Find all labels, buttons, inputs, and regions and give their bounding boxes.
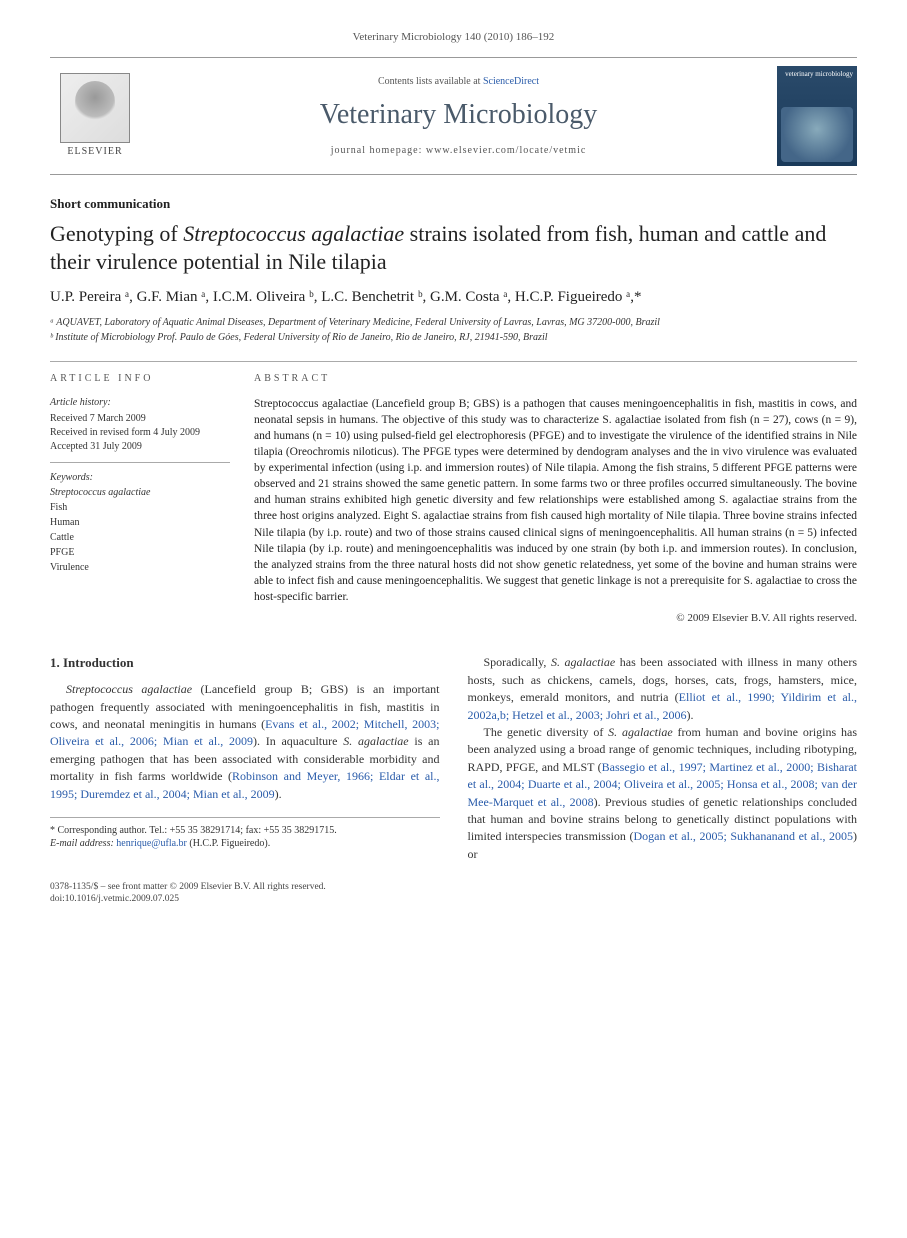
p2-a: Sporadically, <box>484 655 551 669</box>
article-title: Genotyping of Streptococcus agalactiae s… <box>50 220 857 277</box>
journal-cover-thumbnail: veterinary microbiology <box>777 66 857 166</box>
affiliation-b: ᵇ Institute of Microbiology Prof. Paulo … <box>50 331 857 345</box>
corresponding-author: * Corresponding author. Tel.: +55 35 382… <box>50 824 440 838</box>
section-heading-intro: 1. Introduction <box>50 654 440 673</box>
info-abstract-row: ARTICLE INFO Article history: Received 7… <box>50 361 857 627</box>
page-footer: 0378-1135/$ – see front matter © 2009 El… <box>50 881 857 906</box>
affiliation-a: ᵃ AQUAVET, Laboratory of Aquatic Animal … <box>50 316 857 330</box>
p2-species: S. agalactiae <box>551 655 615 669</box>
title-species: Streptococcus agalactiae <box>183 221 404 246</box>
history-received: Received 7 March 2009 <box>50 412 230 426</box>
intro-paragraph-2: Sporadically, S. agalactiae has been ass… <box>468 654 858 724</box>
keyword-4: PFGE <box>50 546 230 560</box>
footnote-block: * Corresponding author. Tel.: +55 35 382… <box>50 817 440 851</box>
journal-homepage-line: journal homepage: www.elsevier.com/locat… <box>152 144 765 158</box>
masthead-center: Contents lists available at ScienceDirec… <box>152 75 765 158</box>
footer-doi: doi:10.1016/j.vetmic.2009.07.025 <box>50 893 857 905</box>
p3-a: The genetic diversity of <box>484 725 609 739</box>
affiliations: ᵃ AQUAVET, Laboratory of Aquatic Animal … <box>50 316 857 345</box>
authors-line: U.P. Pereira ᵃ, G.F. Mian ᵃ, I.C.M. Oliv… <box>50 287 857 308</box>
history-accepted: Accepted 31 July 2009 <box>50 440 230 454</box>
elsevier-tree-icon <box>60 73 130 143</box>
intro-paragraph-1: Streptococcus agalactiae (Lancefield gro… <box>50 681 440 803</box>
keywords-block: Keywords: Streptococcus agalactiae Fish … <box>50 471 230 575</box>
body-columns: 1. Introduction Streptococcus agalactiae… <box>50 654 857 863</box>
cover-thumb-art <box>781 107 853 162</box>
keywords-label: Keywords: <box>50 471 230 485</box>
masthead: ELSEVIER Contents lists available at Sci… <box>50 57 857 175</box>
publisher-logo-block: ELSEVIER <box>50 73 140 159</box>
contents-prefix: Contents lists available at <box>378 76 483 87</box>
p3-ref2[interactable]: Dogan et al., 2005; Sukhananand et al., … <box>633 829 853 843</box>
email-address[interactable]: henrique@ufla.br <box>116 838 187 849</box>
email-line: E-mail address: henrique@ufla.br (H.C.P.… <box>50 837 440 851</box>
email-label: E-mail address: <box>50 838 116 849</box>
abstract-heading: ABSTRACT <box>254 372 857 386</box>
publisher-label: ELSEVIER <box>67 145 122 159</box>
title-pre: Genotyping of <box>50 221 183 246</box>
body-column-left: 1. Introduction Streptococcus agalactiae… <box>50 654 440 863</box>
article-info-column: ARTICLE INFO Article history: Received 7… <box>50 372 230 627</box>
body-column-right: Sporadically, S. agalactiae has been ass… <box>468 654 858 863</box>
p1-species2: S. agalactiae <box>343 734 408 748</box>
abstract-copyright: © 2009 Elsevier B.V. All rights reserved… <box>254 611 857 626</box>
abstract-column: ABSTRACT Streptococcus agalactiae (Lance… <box>254 372 857 627</box>
article-type: Short communication <box>50 195 857 213</box>
p1-c: ). In aquaculture <box>253 734 343 748</box>
article-history-block: Article history: Received 7 March 2009 R… <box>50 396 230 463</box>
keyword-3: Cattle <box>50 531 230 545</box>
cover-thumb-title: veterinary microbiology <box>781 70 853 80</box>
homepage-url[interactable]: www.elsevier.com/locate/vetmic <box>426 145 586 156</box>
p2-d: ). <box>686 708 693 722</box>
article-info-heading: ARTICLE INFO <box>50 372 230 386</box>
journal-name: Veterinary Microbiology <box>152 95 765 134</box>
keyword-2: Human <box>50 516 230 530</box>
history-label: Article history: <box>50 396 230 410</box>
homepage-prefix: journal homepage: <box>331 145 426 156</box>
abstract-text: Streptococcus agalactiae (Lancefield gro… <box>254 396 857 605</box>
intro-paragraph-3: The genetic diversity of S. agalactiae f… <box>468 724 858 863</box>
keyword-0: Streptococcus agalactiae <box>50 486 230 500</box>
sciencedirect-link[interactable]: ScienceDirect <box>483 76 539 87</box>
p1-species: Streptococcus agalactiae <box>66 682 192 696</box>
email-who: (H.C.P. Figueiredo). <box>187 838 270 849</box>
p1-f: ). <box>275 787 282 801</box>
history-revised: Received in revised form 4 July 2009 <box>50 426 230 440</box>
keyword-5: Virulence <box>50 561 230 575</box>
running-head: Veterinary Microbiology 140 (2010) 186–1… <box>50 30 857 45</box>
p3-species: S. agalactiae <box>608 725 673 739</box>
contents-available-line: Contents lists available at ScienceDirec… <box>152 75 765 89</box>
footer-issn: 0378-1135/$ – see front matter © 2009 El… <box>50 881 857 893</box>
keyword-1: Fish <box>50 501 230 515</box>
